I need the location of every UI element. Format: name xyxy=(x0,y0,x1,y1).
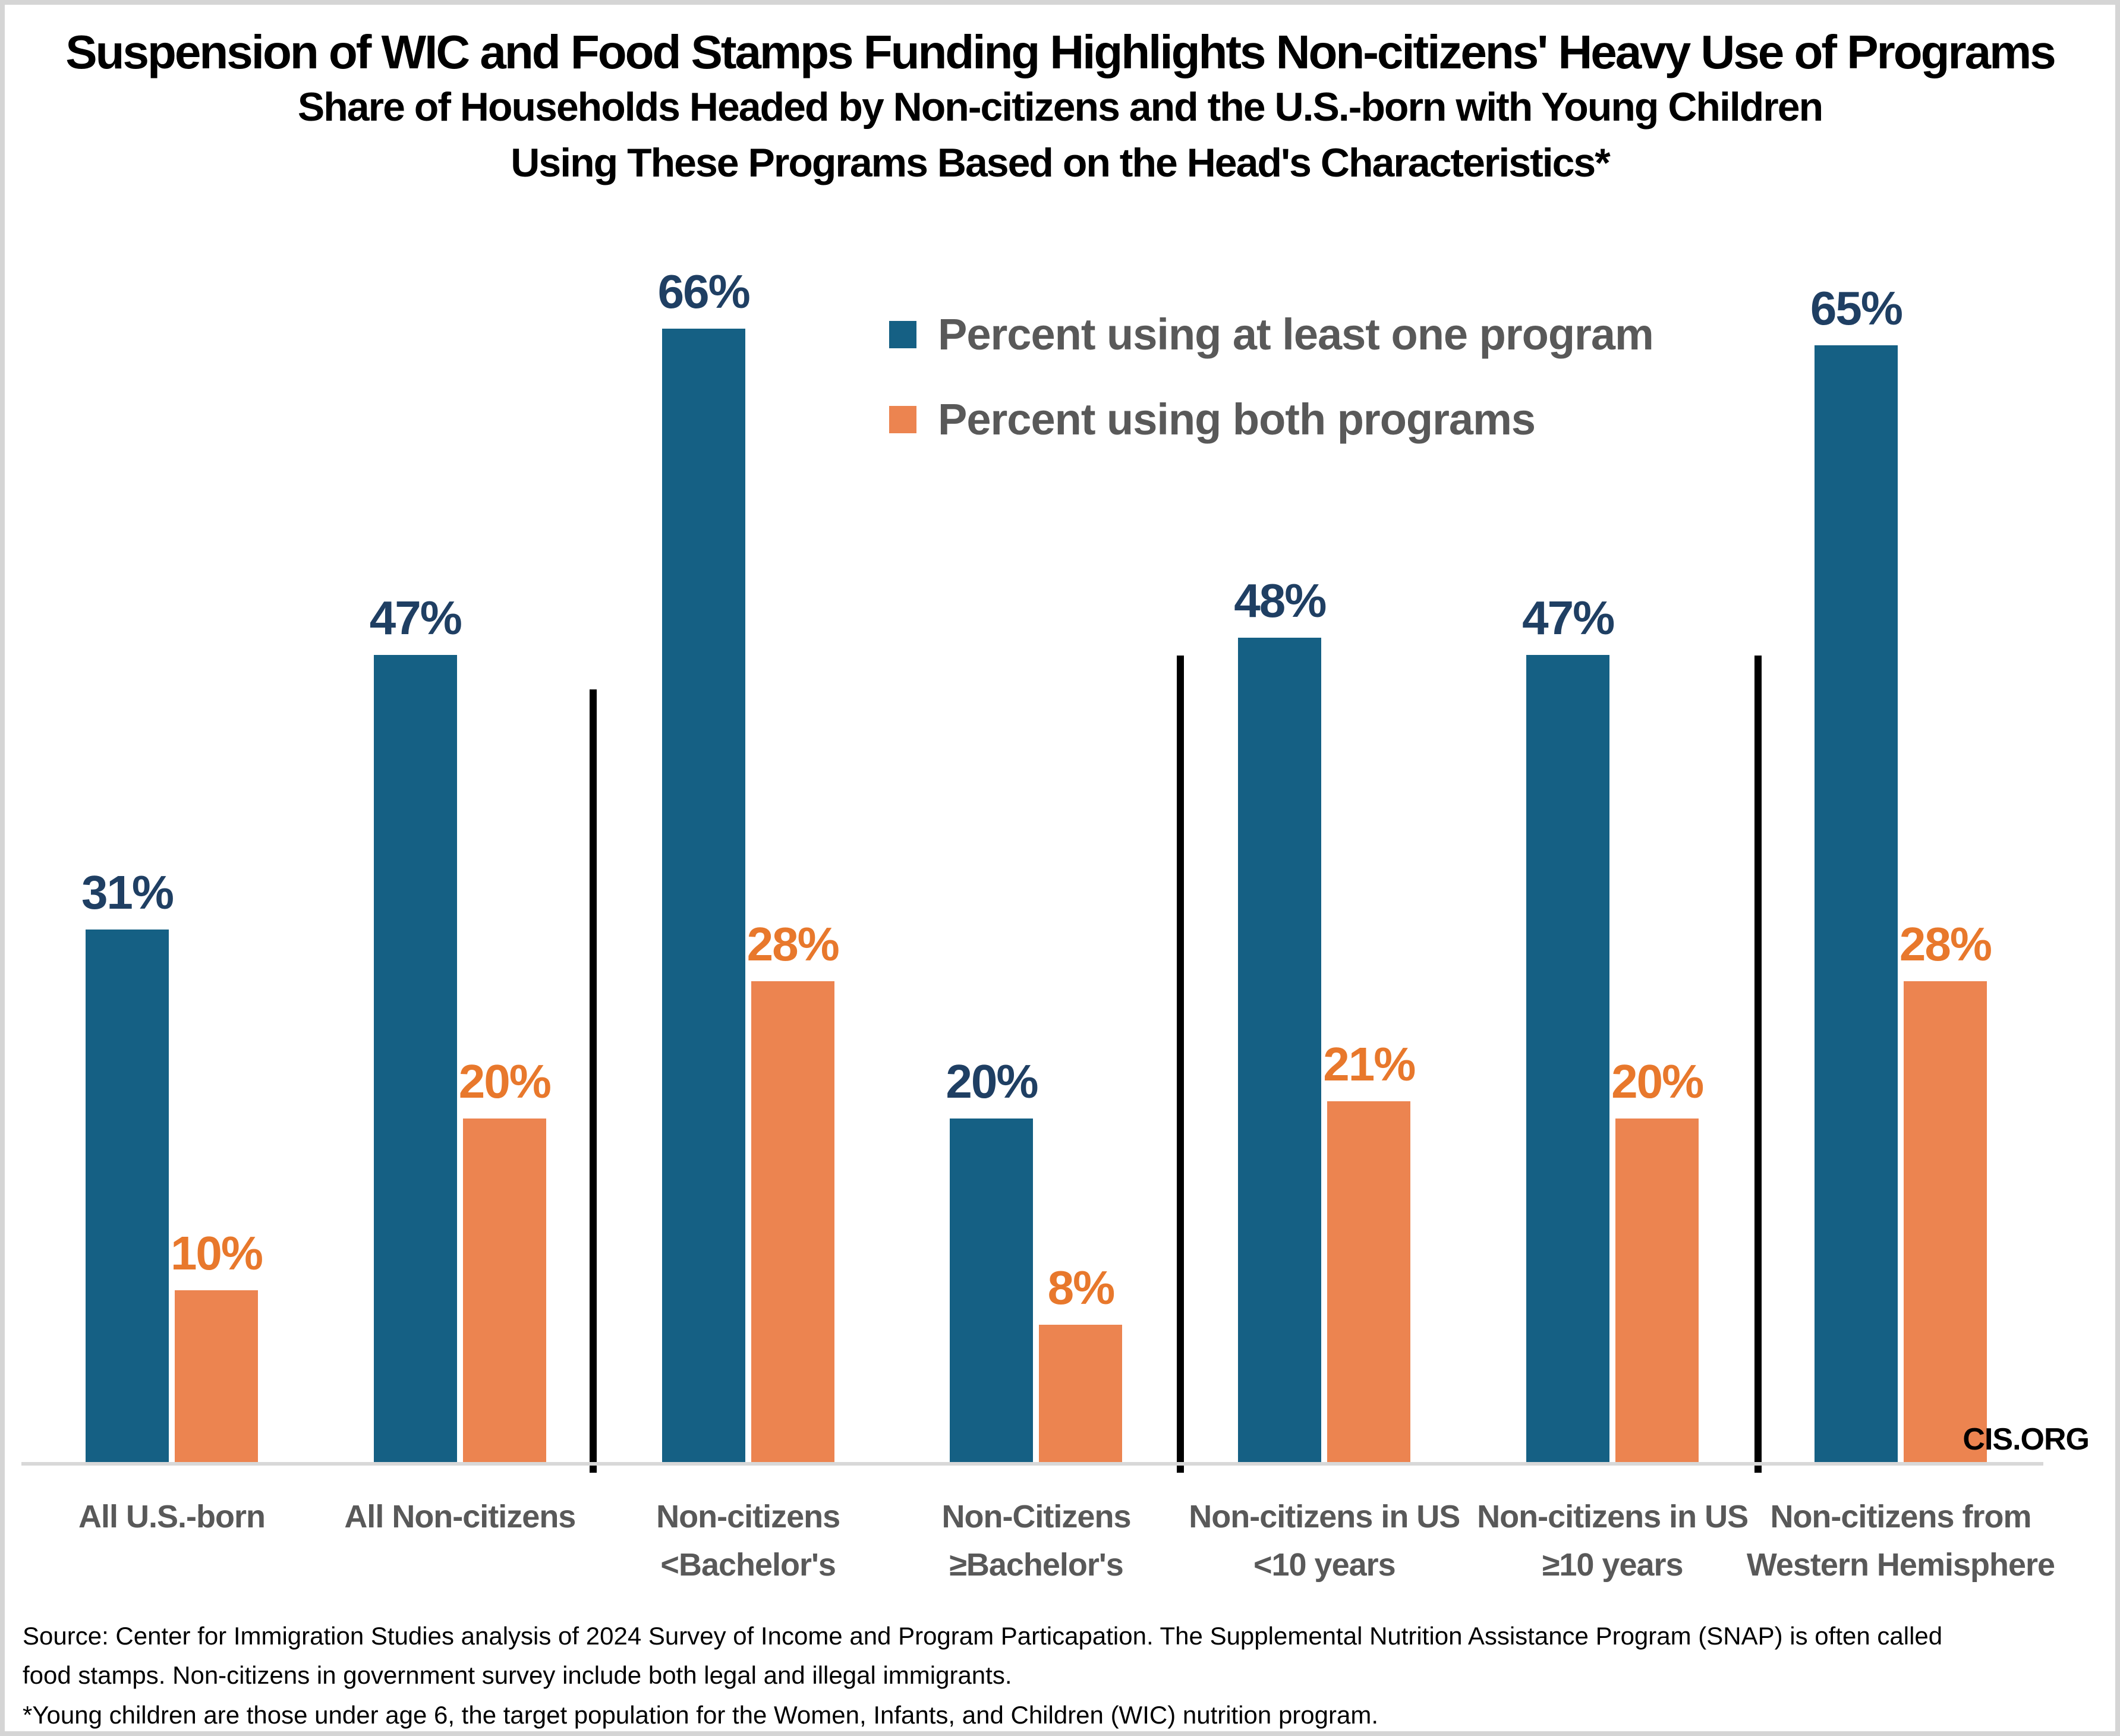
category-label: All U.S.-born xyxy=(78,1499,266,1535)
bar xyxy=(1327,1101,1411,1462)
bar-column: 31% xyxy=(81,865,174,1462)
bar-value-label: 48% xyxy=(1234,574,1327,627)
bar-value-label: 8% xyxy=(1047,1261,1116,1314)
legend-label: Percent using at least one program xyxy=(938,310,1654,359)
legend: Percent using at least one program Perce… xyxy=(889,309,1654,445)
bar-column: 10% xyxy=(171,1226,263,1462)
bar-column: 21% xyxy=(1323,1037,1416,1462)
bar-column: 47% xyxy=(1522,591,1615,1462)
bar-value-label: 20% xyxy=(946,1055,1038,1108)
bar-value-label: 31% xyxy=(81,866,174,919)
chart-subtitle-line-1: Share of Households Headed by Non-citize… xyxy=(297,84,1823,130)
bar xyxy=(175,1290,258,1462)
category-label: Non-citizens from Western Hemisphere xyxy=(1746,1499,2055,1583)
bar xyxy=(1526,655,1610,1462)
bar-column: 8% xyxy=(1039,1261,1123,1462)
bar xyxy=(950,1119,1034,1462)
bar xyxy=(373,655,457,1462)
category-label: Non-Citizens ≥Bachelor's xyxy=(941,1499,1131,1583)
chart-subtitle-line-2: Using These Programs Based on the Head's… xyxy=(511,140,1610,185)
bar-column: 47% xyxy=(370,591,462,1462)
bar-column: 20% xyxy=(946,1054,1039,1462)
legend-swatch-blue xyxy=(889,320,916,348)
bar-value-label: 10% xyxy=(170,1227,263,1280)
bar-pair: 65% 28% xyxy=(1810,281,1992,1462)
bar xyxy=(1814,345,1898,1462)
bar-column: 48% xyxy=(1234,574,1327,1462)
bar-group: 48% 21% Non-citizens in US <10 years xyxy=(1189,5,1460,1583)
legend-label: Percent using both programs xyxy=(938,395,1536,444)
bar-group: 31% 10% All U.S.-born xyxy=(78,5,266,1535)
category-label: Non-citizens in US <10 years xyxy=(1189,1499,1460,1583)
bar-value-label: 28% xyxy=(1899,918,1992,971)
bar-value-label: 66% xyxy=(657,265,751,318)
bar-pair: 66% 28% xyxy=(658,264,840,1462)
source-line: Source: Center for Immigration Studies a… xyxy=(23,1622,1943,1650)
category-label: All Non-citizens xyxy=(344,1499,576,1535)
bar-group: 47% 20% Non-citizens in US ≥10 years xyxy=(1477,5,1749,1583)
bar-value-label: 20% xyxy=(458,1055,552,1108)
bar xyxy=(1238,638,1322,1462)
bar-value-label: 65% xyxy=(1810,282,1903,335)
bar-value-label: 28% xyxy=(746,918,840,971)
bar-pair: 47% 20% xyxy=(370,591,552,1462)
bar-pair: 31% 10% xyxy=(81,865,263,1462)
bar-column: 20% xyxy=(1611,1054,1704,1462)
bar-group: 66% 28% Non-citizens <Bachelor's xyxy=(656,5,840,1583)
bar xyxy=(1903,981,1987,1462)
bar-value-label: 47% xyxy=(1522,591,1615,644)
source-note: Source: Center for Immigration Studies a… xyxy=(23,1617,2109,1731)
bar-pair: 20% 8% xyxy=(946,1054,1123,1462)
bar-column: 20% xyxy=(459,1054,552,1462)
source-line: food stamps. Non-citizens in government … xyxy=(23,1661,1012,1690)
bar-group: 20% 8% Non-Citizens ≥Bachelor's xyxy=(941,5,1131,1583)
bar xyxy=(462,1119,546,1462)
bar-column: 28% xyxy=(1900,917,1992,1462)
source-line: *Young children are those under age 6, t… xyxy=(23,1700,1379,1729)
category-label: Non-citizens in US ≥10 years xyxy=(1477,1499,1749,1583)
bar-column: 28% xyxy=(747,917,840,1462)
bar-group: 47% 20% All Non-citizens xyxy=(344,5,576,1535)
bar xyxy=(1615,1119,1699,1462)
bar xyxy=(1039,1325,1123,1462)
bar-column: 66% xyxy=(658,264,751,1462)
bar xyxy=(86,930,169,1462)
legend-swatch-orange xyxy=(889,405,916,433)
group-divider xyxy=(1177,656,1184,1473)
group-divider xyxy=(1754,656,1762,1473)
bar-value-label: 21% xyxy=(1323,1038,1416,1091)
chart-title: Suspension of WIC and Food Stamps Fundin… xyxy=(65,26,2056,78)
bar-group: 65% 28% Non-citizens from Western Hemispher… xyxy=(1747,5,2055,1583)
group-divider xyxy=(590,689,597,1473)
bar-value-label: 47% xyxy=(369,591,462,644)
bar xyxy=(751,981,834,1462)
cis-org-watermark: CIS.ORG xyxy=(1963,1422,2090,1457)
x-axis-line xyxy=(21,1462,2043,1466)
bar xyxy=(661,329,745,1462)
bar-column: 65% xyxy=(1810,281,1903,1462)
bar-groups: 31% 10% All U.S.-born 47% 20% All Non-citizen… xyxy=(78,5,2055,1583)
bar-value-label: 20% xyxy=(1611,1055,1704,1108)
category-label: Non-citizens <Bachelor's xyxy=(656,1499,840,1583)
legend-item-at-least-one-program: Percent using at least one program xyxy=(889,309,1654,360)
bar-pair: 47% 20% xyxy=(1522,591,1704,1462)
legend-item-both-programs: Percent using both programs xyxy=(889,394,1653,445)
bar-pair: 48% 21% xyxy=(1234,574,1416,1462)
